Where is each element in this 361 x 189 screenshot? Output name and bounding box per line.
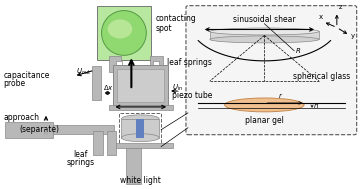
Text: planar gel: planar gel [245, 116, 284, 125]
Text: (separate): (separate) [19, 125, 59, 134]
Text: x: x [319, 14, 323, 19]
Text: y: y [351, 33, 355, 40]
FancyBboxPatch shape [186, 6, 357, 135]
Bar [113, 65, 168, 105]
Bar [106, 131, 117, 155]
Ellipse shape [210, 36, 319, 43]
Text: piezo tube: piezo tube [172, 91, 212, 101]
Ellipse shape [121, 134, 159, 142]
Text: contacting: contacting [155, 14, 196, 23]
Text: leaf springs: leaf springs [167, 58, 212, 67]
Bar [136, 119, 144, 138]
Text: probe: probe [3, 79, 25, 88]
Text: spot: spot [155, 24, 172, 33]
Text: leaf: leaf [74, 150, 88, 159]
Text: capacitance: capacitance [3, 71, 50, 80]
Ellipse shape [101, 11, 146, 55]
Text: $\Delta x$: $\Delta x$ [103, 83, 114, 91]
Bar [119, 113, 161, 147]
Text: springs: springs [67, 158, 95, 167]
Text: r: r [278, 93, 281, 99]
Text: white light: white light [120, 176, 161, 185]
Bar [210, 31, 319, 40]
Ellipse shape [108, 19, 132, 39]
Text: z: z [339, 4, 343, 10]
Text: sinusoidal shear: sinusoidal shear [233, 15, 296, 24]
Text: R: R [296, 48, 301, 54]
Bar [117, 61, 122, 68]
Bar [150, 56, 163, 72]
Ellipse shape [225, 98, 304, 112]
Text: approach: approach [3, 113, 39, 122]
Text: $U_\mathrm{out}$: $U_\mathrm{out}$ [76, 67, 91, 77]
Bar [109, 56, 121, 72]
Text: h: h [314, 103, 318, 109]
Ellipse shape [121, 115, 159, 123]
Bar [53, 125, 114, 134]
Bar [153, 61, 159, 68]
Text: $U_\mathrm{in}$: $U_\mathrm{in}$ [172, 83, 183, 93]
Bar [117, 69, 164, 102]
Bar [121, 119, 159, 138]
Bar [92, 66, 101, 100]
Bar [109, 143, 173, 148]
Bar [109, 105, 173, 110]
Bar [97, 6, 151, 60]
Bar [5, 122, 53, 138]
Text: spherical glass: spherical glass [293, 72, 351, 81]
Bar [93, 131, 103, 155]
Bar [126, 148, 141, 184]
Ellipse shape [210, 28, 319, 35]
